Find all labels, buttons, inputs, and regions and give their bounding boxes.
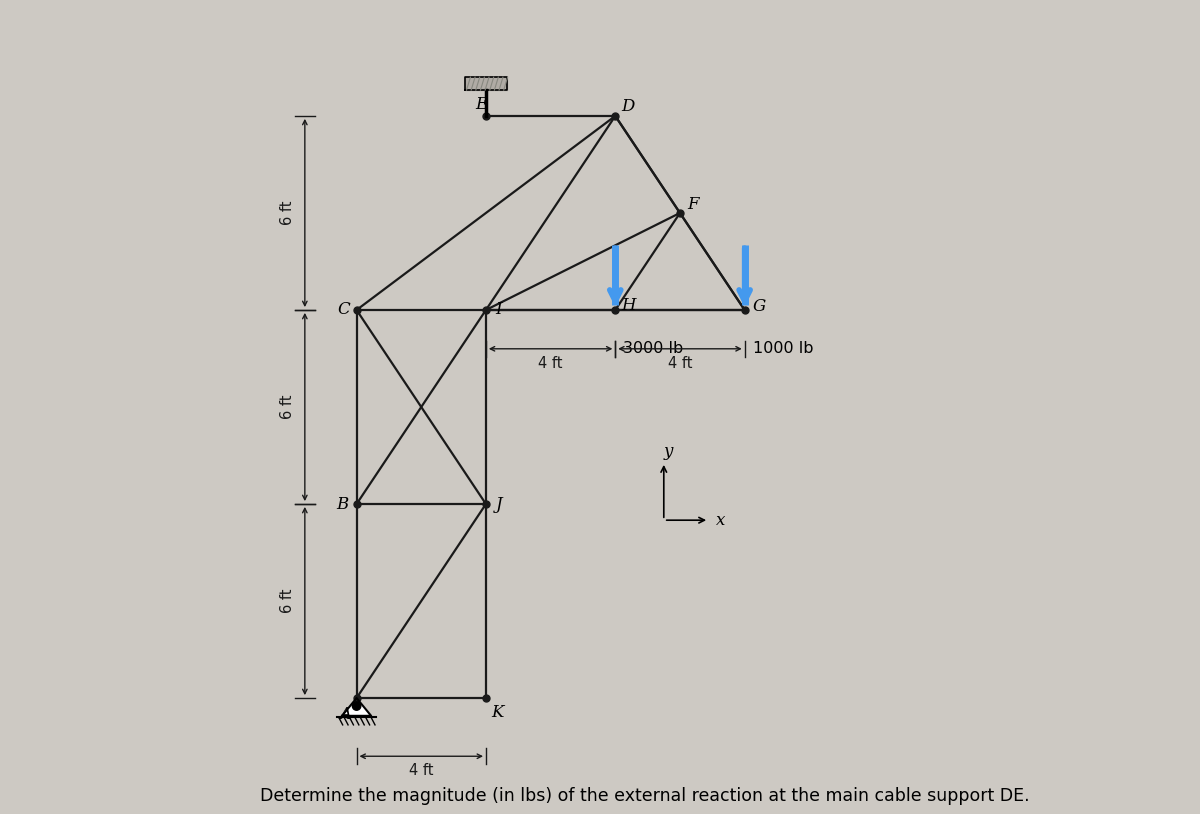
Text: J: J <box>496 496 502 513</box>
Circle shape <box>353 702 361 711</box>
Text: 3000 lb: 3000 lb <box>623 341 684 357</box>
Text: 4 ft: 4 ft <box>539 356 563 371</box>
Text: B: B <box>336 496 348 513</box>
Text: K: K <box>491 704 504 721</box>
Text: H: H <box>620 296 636 313</box>
Text: Determine the magnitude (in lbs) of the external reaction at the main cable supp: Determine the magnitude (in lbs) of the … <box>259 787 1030 805</box>
Text: 4 ft: 4 ft <box>667 356 692 371</box>
Text: 4 ft: 4 ft <box>409 764 433 778</box>
Text: D: D <box>622 98 635 115</box>
Text: E: E <box>475 96 487 113</box>
Text: 6 ft: 6 ft <box>280 395 294 419</box>
Text: 6 ft: 6 ft <box>280 589 294 613</box>
Polygon shape <box>342 698 371 716</box>
Text: C: C <box>337 301 350 318</box>
Text: I: I <box>496 301 502 318</box>
Text: G: G <box>752 298 766 315</box>
Text: y: y <box>664 443 673 460</box>
Polygon shape <box>464 77 506 90</box>
Text: x: x <box>715 512 725 528</box>
Text: 1000 lb: 1000 lb <box>752 341 814 357</box>
Text: F: F <box>688 196 698 213</box>
Text: A: A <box>340 706 352 723</box>
Text: 6 ft: 6 ft <box>280 201 294 225</box>
